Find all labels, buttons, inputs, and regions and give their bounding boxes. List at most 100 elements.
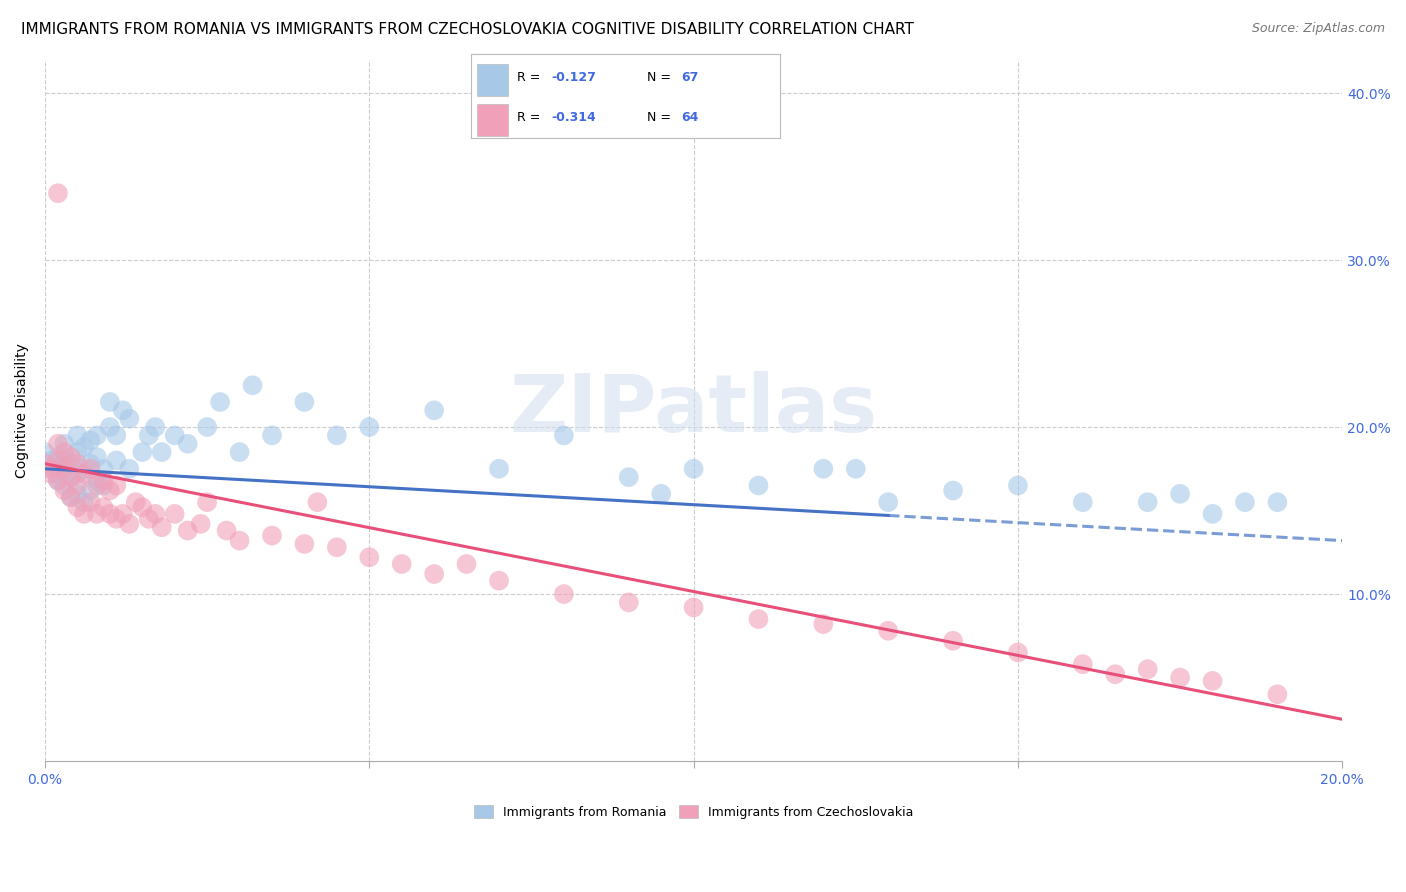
- Point: [942, 483, 965, 498]
- Point: [66, 478, 89, 492]
- Point: [79, 457, 101, 471]
- Text: ZIPatlas: ZIPatlas: [509, 371, 877, 450]
- Point: [66, 500, 89, 515]
- Point: [93, 462, 115, 476]
- Point: [176, 524, 198, 538]
- Point: [228, 445, 250, 459]
- Point: [228, 533, 250, 548]
- Point: [53, 483, 76, 498]
- Point: [1007, 478, 1029, 492]
- Point: [73, 467, 96, 481]
- Point: [59, 470, 82, 484]
- Point: [209, 395, 232, 409]
- Text: N =: N =: [647, 111, 675, 124]
- Point: [488, 574, 510, 588]
- Point: [1104, 667, 1126, 681]
- Point: [1071, 495, 1094, 509]
- Text: R =: R =: [517, 111, 544, 124]
- Point: [215, 524, 238, 538]
- Text: -0.314: -0.314: [551, 111, 596, 124]
- Point: [46, 474, 69, 488]
- Point: [190, 516, 212, 531]
- Point: [86, 507, 108, 521]
- Point: [650, 487, 672, 501]
- Point: [1136, 662, 1159, 676]
- Point: [1201, 673, 1223, 688]
- Point: [105, 428, 128, 442]
- Point: [1267, 495, 1289, 509]
- Point: [118, 411, 141, 425]
- Point: [143, 507, 166, 521]
- Point: [46, 467, 69, 481]
- Point: [53, 462, 76, 476]
- Point: [845, 462, 868, 476]
- Point: [105, 453, 128, 467]
- Point: [1007, 645, 1029, 659]
- Point: [79, 462, 101, 476]
- Text: 67: 67: [682, 70, 699, 84]
- Point: [747, 478, 769, 492]
- FancyBboxPatch shape: [477, 63, 508, 96]
- Point: [125, 495, 148, 509]
- Point: [41, 462, 63, 476]
- Point: [86, 474, 108, 488]
- Text: R =: R =: [517, 70, 544, 84]
- Point: [553, 428, 575, 442]
- Point: [1267, 687, 1289, 701]
- Text: IMMIGRANTS FROM ROMANIA VS IMMIGRANTS FROM CZECHOSLOVAKIA COGNITIVE DISABILITY C: IMMIGRANTS FROM ROMANIA VS IMMIGRANTS FR…: [21, 22, 914, 37]
- Point: [359, 550, 381, 565]
- Point: [118, 516, 141, 531]
- Point: [877, 495, 900, 509]
- Text: -0.127: -0.127: [551, 70, 596, 84]
- Point: [93, 474, 115, 488]
- Point: [942, 633, 965, 648]
- Point: [150, 520, 173, 534]
- Point: [813, 617, 835, 632]
- Point: [423, 566, 446, 581]
- Point: [1168, 487, 1191, 501]
- Point: [79, 483, 101, 498]
- Point: [53, 453, 76, 467]
- Point: [111, 507, 134, 521]
- Text: N =: N =: [647, 70, 675, 84]
- Point: [747, 612, 769, 626]
- Point: [59, 450, 82, 464]
- Point: [176, 436, 198, 450]
- Point: [553, 587, 575, 601]
- Point: [1201, 507, 1223, 521]
- Point: [53, 462, 76, 476]
- Point: [118, 462, 141, 476]
- Point: [53, 478, 76, 492]
- Point: [150, 445, 173, 459]
- Point: [73, 462, 96, 476]
- Point: [813, 462, 835, 476]
- Point: [1071, 657, 1094, 672]
- Point: [131, 500, 153, 515]
- Point: [195, 495, 218, 509]
- Point: [73, 440, 96, 454]
- Point: [79, 495, 101, 509]
- Point: [488, 462, 510, 476]
- Point: [111, 403, 134, 417]
- Point: [456, 557, 478, 571]
- Point: [66, 487, 89, 501]
- Point: [98, 507, 121, 521]
- Point: [682, 462, 704, 476]
- Point: [138, 512, 160, 526]
- Point: [79, 434, 101, 448]
- Point: [294, 537, 316, 551]
- Point: [682, 600, 704, 615]
- Point: [59, 457, 82, 471]
- Point: [59, 490, 82, 504]
- Legend: Immigrants from Romania, Immigrants from Czechoslovakia: Immigrants from Romania, Immigrants from…: [468, 799, 920, 825]
- Point: [143, 420, 166, 434]
- Point: [34, 445, 56, 459]
- Point: [66, 457, 89, 471]
- Point: [98, 395, 121, 409]
- Text: 64: 64: [682, 111, 699, 124]
- Point: [1233, 495, 1256, 509]
- Point: [294, 395, 316, 409]
- Point: [1168, 671, 1191, 685]
- Point: [98, 420, 121, 434]
- Point: [260, 528, 283, 542]
